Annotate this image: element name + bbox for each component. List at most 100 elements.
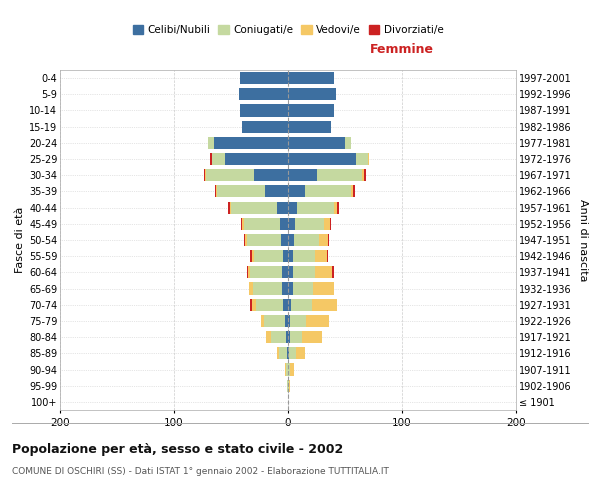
Bar xyxy=(325,218,330,230)
Bar xyxy=(337,202,340,213)
Bar xyxy=(247,234,281,246)
Bar xyxy=(247,266,248,278)
Bar xyxy=(205,169,206,181)
Bar xyxy=(212,153,226,165)
Bar xyxy=(302,331,322,343)
Bar xyxy=(316,250,327,262)
Bar xyxy=(317,169,362,181)
Bar xyxy=(293,266,316,278)
Bar xyxy=(251,250,254,262)
Bar xyxy=(240,104,288,117)
Bar xyxy=(287,380,288,392)
Bar xyxy=(289,380,290,392)
Bar xyxy=(288,282,293,294)
Bar xyxy=(256,298,283,311)
Y-axis label: Anni di nascita: Anni di nascita xyxy=(578,198,589,281)
Bar xyxy=(286,364,288,376)
Bar xyxy=(242,120,288,132)
Bar xyxy=(250,266,283,278)
Bar xyxy=(284,364,286,376)
Bar xyxy=(216,186,217,198)
Bar xyxy=(244,234,245,246)
Bar xyxy=(206,169,254,181)
Bar xyxy=(217,186,265,198)
Bar xyxy=(328,234,329,246)
Bar xyxy=(293,282,313,294)
Bar xyxy=(288,218,295,230)
Bar xyxy=(277,348,279,360)
Text: COMUNE DI OSCHIRI (SS) - Dati ISTAT 1° gennaio 2002 - Elaborazione TUTTITALIA.IT: COMUNE DI OSCHIRI (SS) - Dati ISTAT 1° g… xyxy=(12,468,389,476)
Bar xyxy=(289,348,296,360)
Bar xyxy=(254,169,288,181)
Bar xyxy=(208,137,214,149)
Bar xyxy=(288,364,290,376)
Bar xyxy=(296,348,305,360)
Bar xyxy=(240,72,288,84)
Bar xyxy=(288,153,356,165)
Text: Femmine: Femmine xyxy=(370,44,434,57)
Bar xyxy=(313,282,334,294)
Bar xyxy=(345,137,350,149)
Bar xyxy=(203,169,205,181)
Bar xyxy=(364,169,365,181)
Bar xyxy=(248,266,250,278)
Bar xyxy=(279,348,287,360)
Bar xyxy=(288,234,294,246)
Bar xyxy=(356,153,368,165)
Bar xyxy=(231,202,277,213)
Bar xyxy=(312,298,337,311)
Bar xyxy=(290,331,302,343)
Bar xyxy=(239,88,288,101)
Bar xyxy=(306,315,329,327)
Bar xyxy=(332,266,334,278)
Bar xyxy=(226,153,288,165)
Bar xyxy=(283,266,288,278)
Bar xyxy=(288,104,334,117)
Bar xyxy=(327,250,328,262)
Bar xyxy=(277,202,288,213)
Bar xyxy=(293,250,316,262)
Bar xyxy=(265,186,288,198)
Bar xyxy=(281,234,288,246)
Bar xyxy=(368,153,369,165)
Bar xyxy=(330,218,331,230)
Bar xyxy=(266,331,271,343)
Bar xyxy=(288,88,336,101)
Bar xyxy=(244,218,280,230)
Bar xyxy=(350,186,353,198)
Bar xyxy=(280,218,288,230)
Bar xyxy=(288,331,290,343)
Bar xyxy=(284,315,288,327)
Bar xyxy=(297,202,334,213)
Bar xyxy=(288,186,305,198)
Bar xyxy=(295,218,325,230)
Bar xyxy=(241,218,242,230)
Bar xyxy=(283,282,288,294)
Bar xyxy=(214,137,288,149)
Bar xyxy=(250,298,251,311)
Bar xyxy=(250,250,251,262)
Bar xyxy=(249,282,253,294)
Bar xyxy=(288,298,292,311)
Bar xyxy=(288,266,293,278)
Bar xyxy=(227,202,230,213)
Bar xyxy=(264,315,284,327)
Bar xyxy=(288,169,317,181)
Bar xyxy=(245,234,247,246)
Bar xyxy=(288,72,334,84)
Bar xyxy=(288,137,345,149)
Legend: Celibi/Nubili, Coniugati/e, Vedovi/e, Divorziati/e: Celibi/Nubili, Coniugati/e, Vedovi/e, Di… xyxy=(128,21,448,39)
Bar xyxy=(260,315,264,327)
Bar xyxy=(292,298,312,311)
Bar xyxy=(283,250,288,262)
Bar xyxy=(283,298,288,311)
Bar xyxy=(288,348,289,360)
Bar xyxy=(230,202,231,213)
Bar xyxy=(288,120,331,132)
Bar xyxy=(305,186,351,198)
Text: Popolazione per età, sesso e stato civile - 2002: Popolazione per età, sesso e stato civil… xyxy=(12,442,343,456)
Y-axis label: Fasce di età: Fasce di età xyxy=(14,207,25,273)
Bar xyxy=(254,250,283,262)
Bar xyxy=(290,315,306,327)
Bar xyxy=(253,282,283,294)
